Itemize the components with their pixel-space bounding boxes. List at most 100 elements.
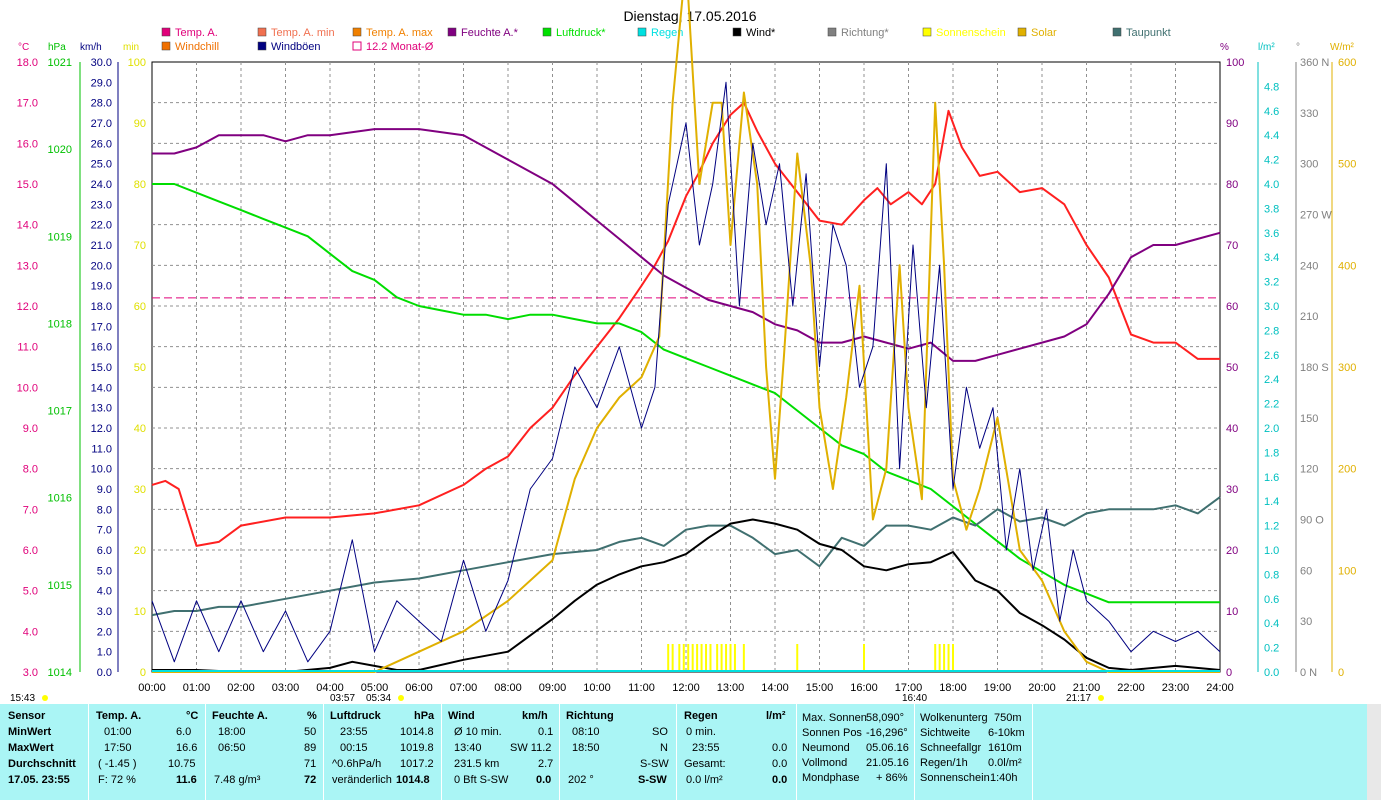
series-line-taupunkt (151, 496, 1221, 617)
y-tick-solar_wm2: 100 (1338, 565, 1356, 577)
legend-swatch (257, 27, 267, 37)
y-tick-solar_wm2: 400 (1338, 260, 1356, 272)
y-tick-wind_kmh: 20.0 (91, 260, 112, 272)
press-max-time: 00:15 (340, 742, 368, 754)
y-tick-temp_c: 7.0 (23, 504, 38, 516)
dir-min-value: SO (652, 726, 668, 738)
press-header: Luftdruck (330, 710, 381, 722)
legend-label: Temp. A. min (271, 27, 335, 39)
series-layer (151, 0, 1221, 673)
x-tick-label: 13:00 (717, 682, 745, 694)
x-tick-label: 07:00 (450, 682, 478, 694)
y-tick-pressure_hpa: 1016 (48, 493, 72, 505)
sensor-row-avg: Durchschnitt (8, 758, 76, 770)
y-tick-rain_lm2: 1.8 (1264, 447, 1279, 459)
y-tick-wind_kmh: 0.0 (97, 667, 112, 679)
y-tick-direction_deg: 360 N (1300, 57, 1329, 69)
y-tick-wind_kmh: 24.0 (91, 179, 112, 191)
x-tick-label: 08:00 (494, 682, 522, 694)
x-tick-label: 02:00 (227, 682, 255, 694)
y-tick-humidity_pct: 30 (1226, 484, 1238, 496)
rain-duration: 0 min. (686, 726, 716, 738)
temp-min-value: 6.0 (176, 726, 192, 738)
y-tick-wind_kmh: 14.0 (91, 382, 112, 394)
legend-label: Taupunkt (1126, 27, 1171, 39)
misc-visibility-value: 6-10km (988, 727, 1025, 739)
y-tick-humidity_pct: 50 (1226, 362, 1238, 374)
astro-fullmoon-label: Vollmond (802, 757, 848, 769)
legend-swatch (827, 27, 837, 37)
sensor-row-max: MaxWert (8, 742, 54, 754)
y-tick-direction_deg: 0 N (1300, 667, 1317, 679)
astro-moonphase-label: Mondphase (802, 772, 860, 784)
legend-swatch (1112, 27, 1122, 37)
legend-label: Luftdruck* (556, 27, 606, 39)
y-tick-humidity_pct: 70 (1226, 240, 1238, 252)
hum-min-time: 18:00 (218, 726, 246, 738)
rain-unit: l/m² (766, 710, 786, 722)
y-tick-rain_lm2: 1.2 (1264, 521, 1279, 533)
temp-humidity-note: F: 72 % (98, 774, 136, 786)
legend-swatch (542, 27, 552, 37)
y-tick-direction_deg: 270 W (1300, 210, 1332, 222)
y-tick-humidity_pct: 40 (1226, 423, 1238, 435)
dir-header: Richtung (566, 710, 614, 722)
rain-amount: 0.0 l/m² (686, 774, 723, 786)
x-tick-label: 12:00 (672, 682, 700, 694)
y-tick-temp_c: 12.0 (17, 301, 38, 313)
y-tick-direction_deg: 120 (1300, 464, 1318, 476)
temp-max-time: 17:50 (104, 742, 132, 754)
dir-min-time: 08:10 (572, 726, 600, 738)
y-tick-direction_deg: 240 (1300, 260, 1318, 272)
x-tick-label: 10:00 (583, 682, 611, 694)
temp-avg-value: 10.75 (168, 758, 196, 770)
legend-label: Wind* (746, 27, 776, 39)
wind-header: Wind (448, 710, 475, 722)
astro-sun-pos-label: Sonnen Pos (802, 727, 862, 739)
y-tick-temp_c: 18.0 (17, 57, 38, 69)
y-tick-rain_lm2: 3.0 (1264, 301, 1279, 313)
series-line-luftdruck- (152, 183, 1220, 604)
wind-day-avg: 2.7 (538, 758, 554, 770)
y-tick-rain_lm2: 4.8 (1264, 81, 1279, 93)
hum-max-value: 89 (304, 742, 317, 754)
series-line-feuchte-a- (152, 128, 1221, 362)
y-tick-wind_kmh: 16.0 (91, 342, 112, 354)
vertical-scrollbar[interactable] (1367, 704, 1381, 800)
y-tick-sun_min: 100 (128, 57, 146, 69)
y-tick-sun_min: 80 (134, 179, 146, 191)
y-tick-rain_lm2: 2.2 (1264, 399, 1279, 411)
unit-lm2: l/m² (1258, 42, 1275, 53)
y-tick-wind_kmh: 10.0 (91, 464, 112, 476)
y-tick-direction_deg: 30 (1300, 616, 1312, 628)
legend-swatch (352, 27, 362, 37)
y-tick-wind_kmh: 13.0 (91, 403, 112, 415)
legend-label: Windböen (271, 41, 321, 53)
misc-sunshine-value: 1:40h (990, 772, 1018, 784)
legend-label: Sonnenschein (936, 27, 1006, 39)
sensor-header: Sensor (8, 710, 46, 722)
series-line-wind- (152, 518, 1221, 673)
misc-visibility-label: Sichtweite (920, 727, 971, 739)
hum-unit: % (307, 710, 317, 722)
temp-max-value: 16.6 (176, 742, 198, 754)
x-tick-label: 23:00 (1162, 682, 1190, 694)
y-tick-temp_c: 8.0 (23, 464, 38, 476)
y-tick-wind_kmh: 7.0 (97, 525, 112, 537)
y-tick-rain_lm2: 3.6 (1264, 228, 1279, 240)
series-line-solar (152, 0, 1220, 673)
y-tick-humidity_pct: 100 (1226, 57, 1244, 69)
dir-max-time: 18:50 (572, 742, 600, 754)
weather-chart: Dienstag, 17.05.2016 Temp. A. Temp. A. mi… (10, 0, 1356, 704)
unit-kmh: km/h (80, 42, 102, 53)
x-tick-label: 03:00 (272, 682, 300, 694)
sun-marker-left (42, 695, 48, 701)
misc-snowline-value: 1610m (988, 742, 1022, 754)
y-tick-pressure_hpa: 1018 (48, 318, 72, 330)
y-tick-humidity_pct: 20 (1226, 545, 1238, 557)
y-tick-direction_deg: 330 (1300, 108, 1318, 120)
y-tick-rain_lm2: 4.0 (1264, 179, 1279, 191)
hum-max-time: 06:50 (218, 742, 246, 754)
y-tick-rain_lm2: 3.4 (1264, 252, 1279, 264)
hum-absolute: 7.48 g/m³ (214, 774, 261, 786)
